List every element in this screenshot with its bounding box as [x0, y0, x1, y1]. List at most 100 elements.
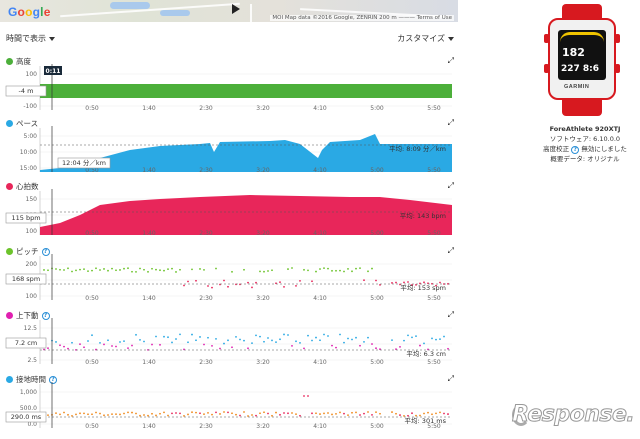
data-point [435, 284, 437, 287]
series-dot-icon [6, 376, 13, 383]
play-icon[interactable] [232, 4, 240, 14]
data-point [287, 268, 289, 270]
data-point [111, 413, 113, 416]
expand-icon[interactable]: ⤢ [447, 374, 454, 383]
data-point [303, 268, 305, 271]
data-point [443, 335, 445, 338]
data-point [95, 411, 97, 414]
watch-button [615, 34, 620, 43]
data-point [319, 413, 321, 415]
route-map[interactable]: Google MOI Map data ©2016 Google, ZENRIN… [0, 0, 458, 22]
data-point [407, 334, 409, 337]
expand-icon[interactable]: ⤢ [447, 246, 454, 255]
data-point [219, 413, 221, 415]
data-point [347, 337, 349, 340]
panel-chart[interactable]: 1,000 500.0 0.0 平均: 301 ms 0:50 1:40 2:30 3:20 4… [0, 382, 452, 432]
x-tick-label: 5:50 [427, 359, 441, 366]
panel-chart[interactable]: 5:00 10:00 15:00 平均: 8:09 分／km 0:50 1:40 2:30 3… [0, 126, 452, 176]
data-point [47, 414, 49, 417]
data-point [195, 411, 197, 414]
data-point [223, 342, 225, 345]
data-point [315, 336, 317, 339]
data-point [423, 412, 425, 415]
data-point [131, 411, 133, 414]
data-point [107, 414, 109, 416]
data-point [167, 336, 169, 339]
x-tick-label: 1:40 [142, 105, 156, 112]
help-icon[interactable]: ? [49, 375, 57, 384]
device-altitude: 高度校正 ? 無効にしました [543, 145, 627, 154]
time-mode-dropdown[interactable]: 時間で表示 [6, 33, 55, 44]
data-point [123, 340, 125, 343]
data-point [107, 269, 109, 272]
map-copyright: MOI Map data ©2016 Google, ZENRIN 200 m … [270, 15, 454, 21]
data-point [235, 413, 237, 416]
data-point [55, 268, 57, 270]
help-icon[interactable]: ? [41, 311, 50, 320]
x-tick-label: 3:20 [256, 105, 270, 112]
series-dot-icon [6, 120, 13, 127]
data-point [167, 414, 169, 417]
time-mode-label: 時間で表示 [6, 34, 46, 43]
x-tick-label: 5:50 [427, 230, 441, 237]
data-point [339, 269, 341, 272]
data-point [239, 414, 241, 417]
data-point [255, 281, 257, 284]
x-tick-label: 4:10 [313, 359, 327, 366]
tooltip-value: 115 bpm [11, 214, 40, 222]
data-point [295, 340, 297, 343]
data-point [359, 344, 361, 347]
data-point [355, 267, 357, 270]
data-point [71, 341, 73, 344]
x-tick-label: 3:20 [256, 295, 270, 302]
data-point [163, 269, 165, 272]
data-point [199, 336, 201, 338]
data-point [439, 411, 441, 414]
data-point [247, 415, 249, 417]
info-icon[interactable]: ? [571, 146, 580, 154]
data-point [95, 267, 97, 270]
data-point [291, 267, 293, 269]
data-point [399, 414, 401, 416]
help-icon[interactable]: ? [41, 247, 50, 256]
panel-chart[interactable]: 150125100平均: 143 bpm0:501:402:303:204:10… [0, 189, 452, 239]
data-point [315, 270, 317, 273]
expand-icon[interactable]: ⤢ [447, 181, 454, 190]
x-tick-label: 4:10 [313, 423, 327, 430]
heart-rate-area [40, 195, 452, 235]
data-point [163, 411, 165, 414]
data-point [107, 339, 109, 342]
data-point [91, 334, 93, 337]
panel-chart[interactable]: 200150100平均: 153 spm0:501:402:303:204:10… [0, 254, 452, 304]
data-point [391, 411, 393, 413]
data-point [127, 411, 129, 414]
expand-icon[interactable]: ⤢ [447, 310, 454, 319]
panel-pace: ペース ⤢ 5:00 10:00 15:00 平均: 8:09 分／km 0:50 1:40 2… [0, 118, 458, 176]
data-point [247, 347, 249, 350]
data-point [135, 412, 137, 415]
customize-dropdown[interactable]: カスタマイズ [397, 33, 454, 44]
data-point [243, 268, 245, 271]
data-point [115, 269, 117, 272]
data-point [47, 347, 49, 350]
data-point [119, 269, 121, 271]
data-point [335, 412, 337, 415]
data-point [295, 284, 297, 287]
x-tick-label: 5:50 [427, 167, 441, 174]
data-point [283, 333, 285, 336]
data-point [151, 267, 153, 270]
x-tick-label: 0:50 [85, 295, 99, 302]
data-point [63, 269, 65, 271]
data-point [367, 411, 369, 413]
data-point [43, 269, 45, 271]
data-point [75, 413, 77, 416]
data-point [403, 339, 405, 342]
data-point [363, 340, 365, 343]
data-point [331, 413, 333, 416]
data-point [67, 267, 69, 270]
expand-icon[interactable]: ⤢ [447, 118, 454, 127]
expand-icon[interactable]: ⤢ [447, 56, 454, 65]
data-point [99, 341, 101, 344]
panel-chart[interactable]: 12.57.52.5平均: 6.3 cm0:501:402:303:204:10… [0, 318, 452, 368]
